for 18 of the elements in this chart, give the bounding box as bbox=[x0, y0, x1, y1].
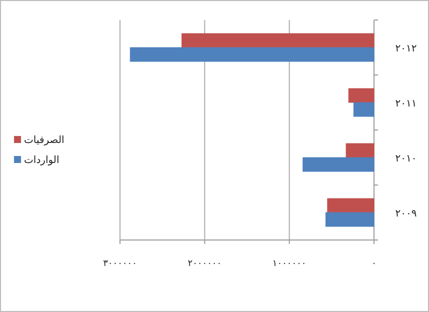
y-tick-label: ٢٠١٢ bbox=[395, 44, 417, 54]
x-tick-label: ٠ bbox=[372, 259, 376, 269]
bar bbox=[325, 212, 374, 227]
x-tick-label: ٢٠٠٠٠٠٠ bbox=[188, 259, 222, 269]
x-tick-label: ٣٠٠٠٠٠٠ bbox=[103, 259, 137, 269]
y-tick-label: ٢٠٠٩ bbox=[395, 208, 417, 220]
bar bbox=[182, 33, 374, 48]
bar bbox=[302, 157, 374, 172]
y-tick-label: ٢٠١١ bbox=[395, 98, 417, 110]
x-tick-label: ١٠٠٠٠٠٠ bbox=[272, 259, 306, 269]
legend-label: الواردات bbox=[24, 155, 60, 166]
y-tick-label: ٢٠١٠ bbox=[395, 154, 417, 164]
legend-label: الصرفيات bbox=[24, 135, 64, 146]
bar bbox=[327, 198, 374, 213]
bar bbox=[346, 143, 374, 158]
bar bbox=[130, 47, 374, 62]
bar bbox=[348, 88, 374, 103]
bar bbox=[353, 102, 374, 117]
